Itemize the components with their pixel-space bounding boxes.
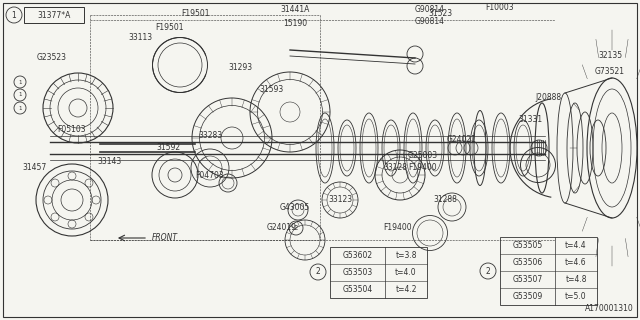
Text: F19400: F19400 [409, 164, 437, 172]
Text: F10003: F10003 [486, 4, 515, 12]
Text: F19400: F19400 [384, 223, 412, 233]
Text: t=4.8: t=4.8 [565, 275, 587, 284]
Text: G53503: G53503 [342, 268, 372, 277]
Text: 31593: 31593 [260, 85, 284, 94]
Text: 31441A: 31441A [280, 5, 310, 14]
Bar [500, 237, 597, 305]
Text: G25003: G25003 [408, 150, 438, 159]
Text: FRONT: FRONT [152, 234, 178, 243]
Text: 31288: 31288 [433, 196, 457, 204]
Text: F19501: F19501 [180, 10, 209, 19]
Text: 1: 1 [19, 106, 22, 110]
Text: G53505: G53505 [513, 241, 543, 250]
Text: G53507: G53507 [513, 275, 543, 284]
Text: 2: 2 [486, 267, 490, 276]
Text: 1: 1 [19, 79, 22, 84]
Text: G24021: G24021 [447, 135, 477, 145]
Text: 2: 2 [294, 225, 298, 231]
Text: 1: 1 [12, 11, 17, 20]
Bar [24, 7, 84, 23]
Text: 31523: 31523 [428, 10, 452, 19]
Text: 33143: 33143 [98, 157, 122, 166]
Text: 31293: 31293 [228, 63, 252, 73]
Text: t=4.6: t=4.6 [565, 258, 587, 267]
Text: 32135: 32135 [598, 51, 622, 60]
Text: 31592: 31592 [156, 143, 180, 153]
Text: G90814: G90814 [415, 5, 445, 14]
Text: G23523: G23523 [37, 53, 67, 62]
Text: G73521: G73521 [595, 68, 625, 76]
Text: t=3.8: t=3.8 [396, 251, 417, 260]
Text: F05103: F05103 [58, 125, 86, 134]
Text: t=5.0: t=5.0 [565, 292, 587, 301]
Text: F19501: F19501 [156, 23, 184, 33]
Text: 31457: 31457 [23, 164, 47, 172]
Text: G53506: G53506 [513, 258, 543, 267]
Text: 33283: 33283 [198, 131, 222, 140]
Text: 15190: 15190 [283, 19, 307, 28]
Text: t=4.2: t=4.2 [396, 285, 417, 294]
Text: 33113: 33113 [128, 34, 152, 43]
Text: t=4.0: t=4.0 [395, 268, 417, 277]
Text: 1: 1 [19, 92, 22, 98]
Text: 31331: 31331 [518, 116, 542, 124]
Text: G43005: G43005 [280, 204, 310, 212]
Text: 33123: 33123 [328, 196, 352, 204]
Text: F04703: F04703 [196, 171, 225, 180]
Text: G24019: G24019 [267, 223, 297, 233]
Text: G53602: G53602 [342, 251, 372, 260]
Bar [330, 247, 427, 298]
Text: J20888: J20888 [535, 93, 561, 102]
Text: A170001310: A170001310 [585, 304, 634, 313]
Text: G53509: G53509 [513, 292, 543, 301]
Text: 2: 2 [316, 268, 321, 276]
Text: t=4.4: t=4.4 [565, 241, 587, 250]
Text: 31377*A: 31377*A [37, 11, 70, 20]
Text: 33128: 33128 [383, 164, 407, 172]
Text: G53504: G53504 [342, 285, 372, 294]
Text: G90814: G90814 [415, 18, 445, 27]
